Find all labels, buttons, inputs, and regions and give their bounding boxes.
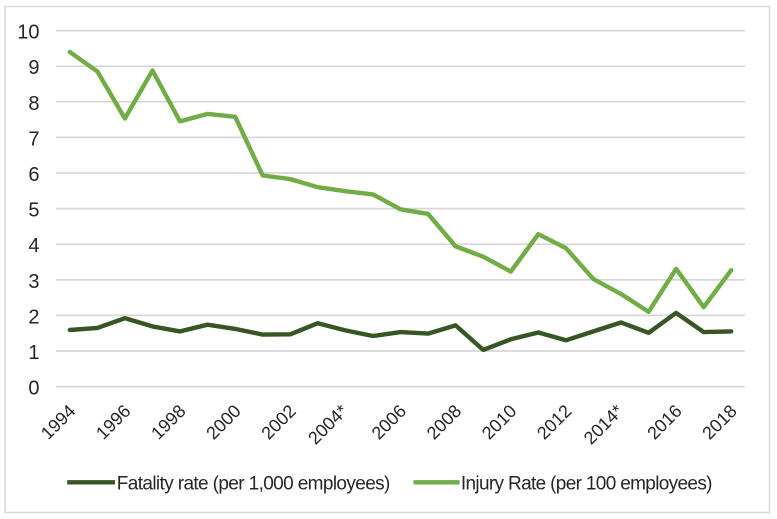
svg-text:10: 10 <box>17 22 39 44</box>
svg-text:1: 1 <box>28 342 39 364</box>
svg-text:9: 9 <box>28 57 39 79</box>
svg-text:7: 7 <box>28 128 39 150</box>
svg-text:6: 6 <box>28 164 39 186</box>
svg-text:2: 2 <box>28 306 39 328</box>
svg-text:8: 8 <box>28 93 39 115</box>
svg-text:4: 4 <box>28 235 39 257</box>
svg-text:5: 5 <box>28 200 39 222</box>
svg-text:Fatality rate (per 1,000 emplo: Fatality rate (per 1,000 employees) <box>117 474 390 495</box>
svg-text:0: 0 <box>28 378 39 400</box>
svg-text:Injury Rate (per 100 employees: Injury Rate (per 100 employees) <box>461 474 712 495</box>
svg-text:3: 3 <box>28 271 39 293</box>
